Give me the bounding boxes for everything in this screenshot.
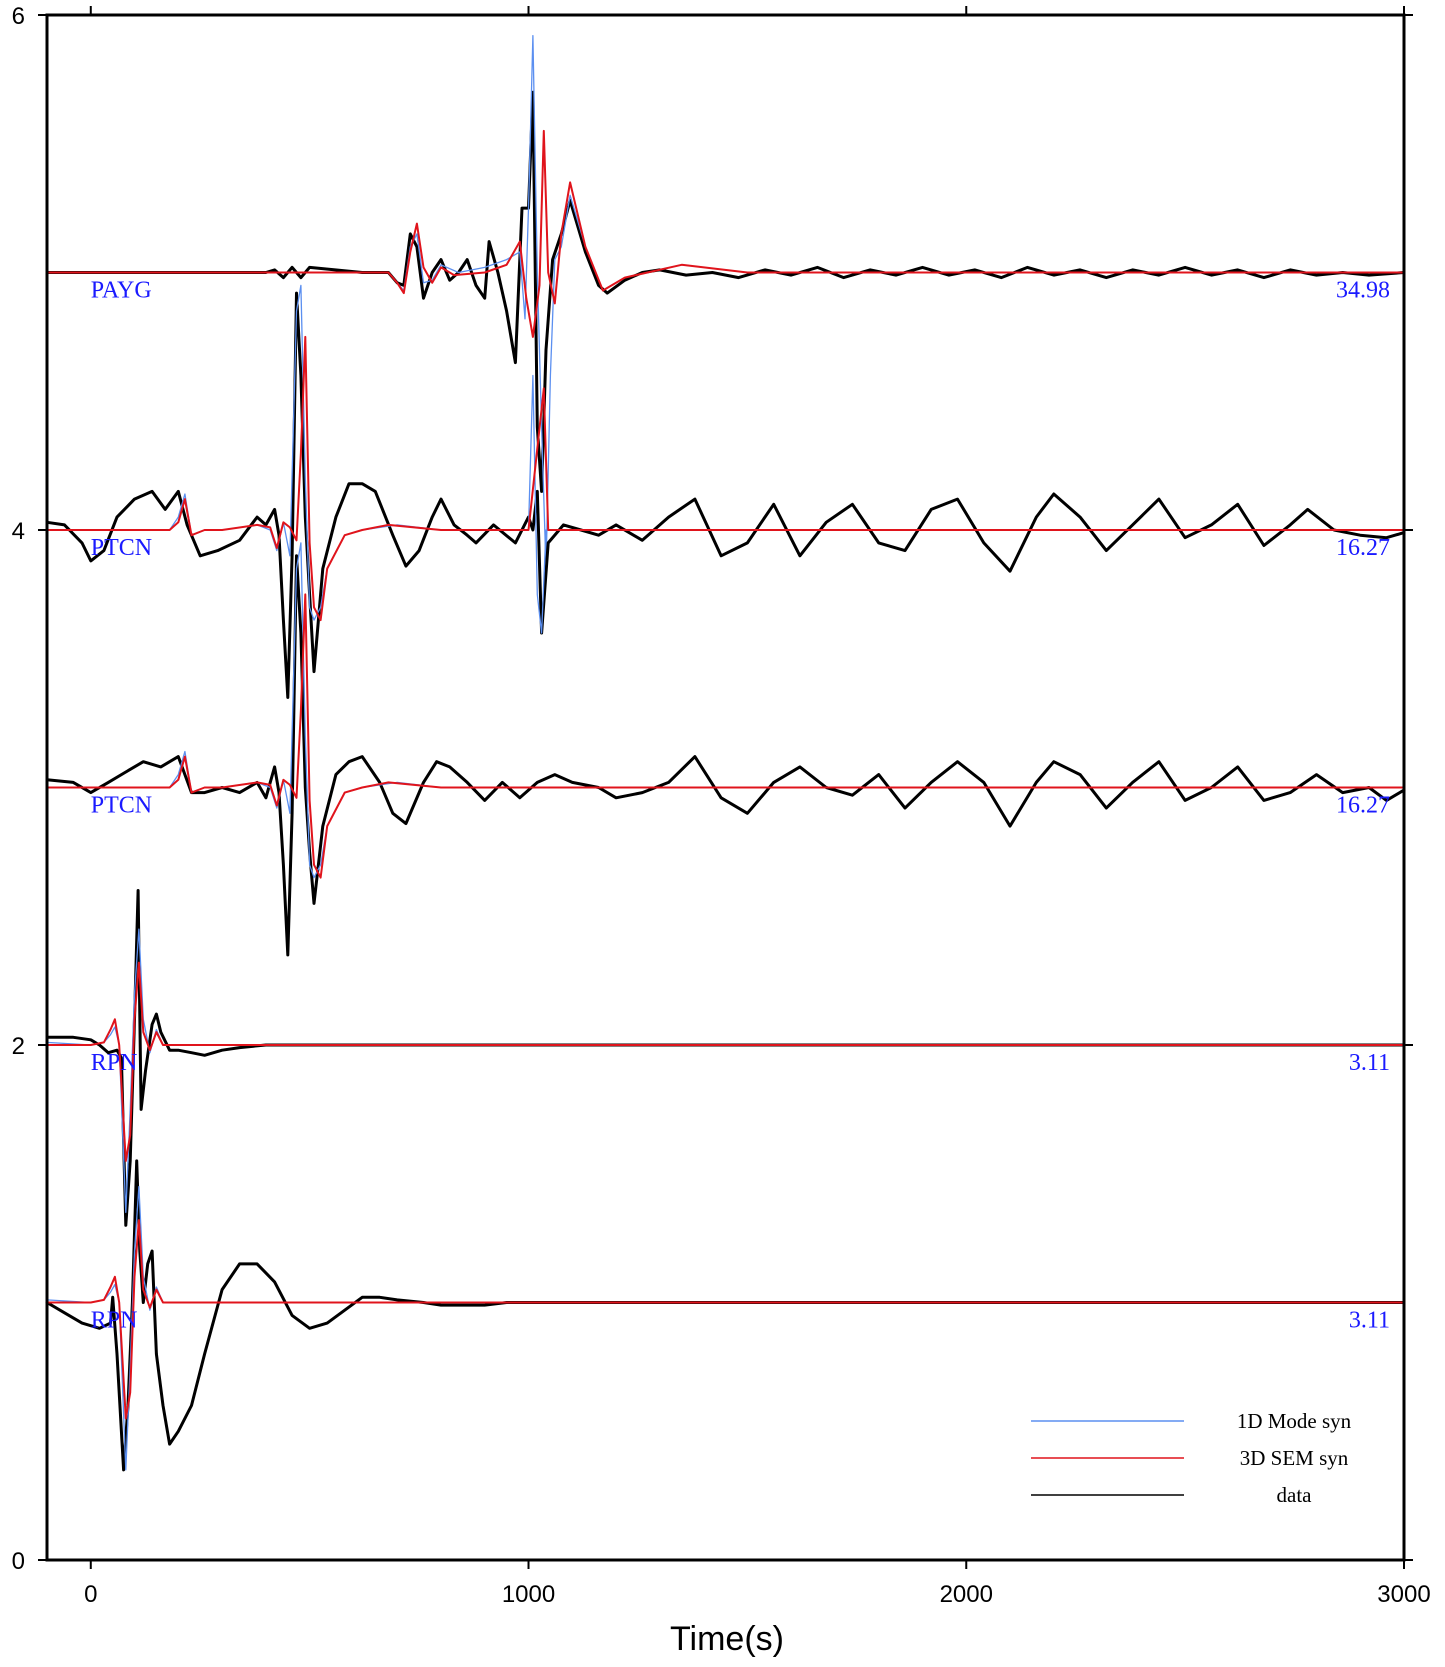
amplitude-label-4: 3.11 <box>1349 1050 1390 1076</box>
station-label-2: PTCN <box>91 535 152 561</box>
data-trace-3 <box>45 554 1406 957</box>
trace-layer <box>45 34 1406 1472</box>
sem3d-trace-2 <box>46 335 1405 622</box>
station-label-1: PAYG <box>91 278 152 304</box>
plot-frame <box>45 13 1406 1562</box>
sem3d-trace-4 <box>46 961 1405 1162</box>
legend: 1D Mode syn 3D SEM syn data <box>1031 1409 1352 1507</box>
x-tick-label: 3000 <box>1377 1581 1430 1608</box>
amplitude-label-3: 16.27 <box>1336 793 1390 819</box>
tick-layer: 0 1000 2000 3000 0 2 4 6 <box>12 3 1431 1608</box>
y-tick-label: 6 <box>12 3 25 30</box>
data-trace-1 <box>45 90 1406 493</box>
data-trace-2 <box>45 291 1406 699</box>
y-tick-label: 0 <box>12 1548 25 1575</box>
legend-label-data: data <box>1277 1483 1313 1507</box>
y-tick-label: 2 <box>12 1033 25 1060</box>
sem3d-trace-3 <box>46 593 1405 879</box>
sem3d-trace-1 <box>46 129 1405 338</box>
station-label-5: RPN <box>91 1308 138 1334</box>
station-label-3: PTCN <box>91 793 152 819</box>
amplitude-label-5: 3.11 <box>1349 1308 1390 1334</box>
x-tick-label: 0 <box>84 1581 97 1608</box>
amplitude-label-1: 34.98 <box>1336 278 1390 304</box>
station-label-layer: PAYG 34.98 PTCN 16.27 PTCN 16.27 RPN 3.11 RPN 3.1… <box>91 278 1390 1334</box>
x-tick-label: 2000 <box>940 1581 993 1608</box>
amplitude-label-2: 16.27 <box>1336 535 1390 561</box>
legend-label-mode1d: 1D Mode syn <box>1237 1409 1352 1433</box>
legend-label-sem3d: 3D SEM syn <box>1240 1446 1349 1470</box>
station-label-4: RPN <box>91 1050 138 1076</box>
y-tick-label: 4 <box>12 518 25 545</box>
x-tick-label: 1000 <box>502 1581 555 1608</box>
x-axis-title: Time(s) <box>670 1620 784 1658</box>
sem3d-trace-5 <box>46 1219 1405 1420</box>
